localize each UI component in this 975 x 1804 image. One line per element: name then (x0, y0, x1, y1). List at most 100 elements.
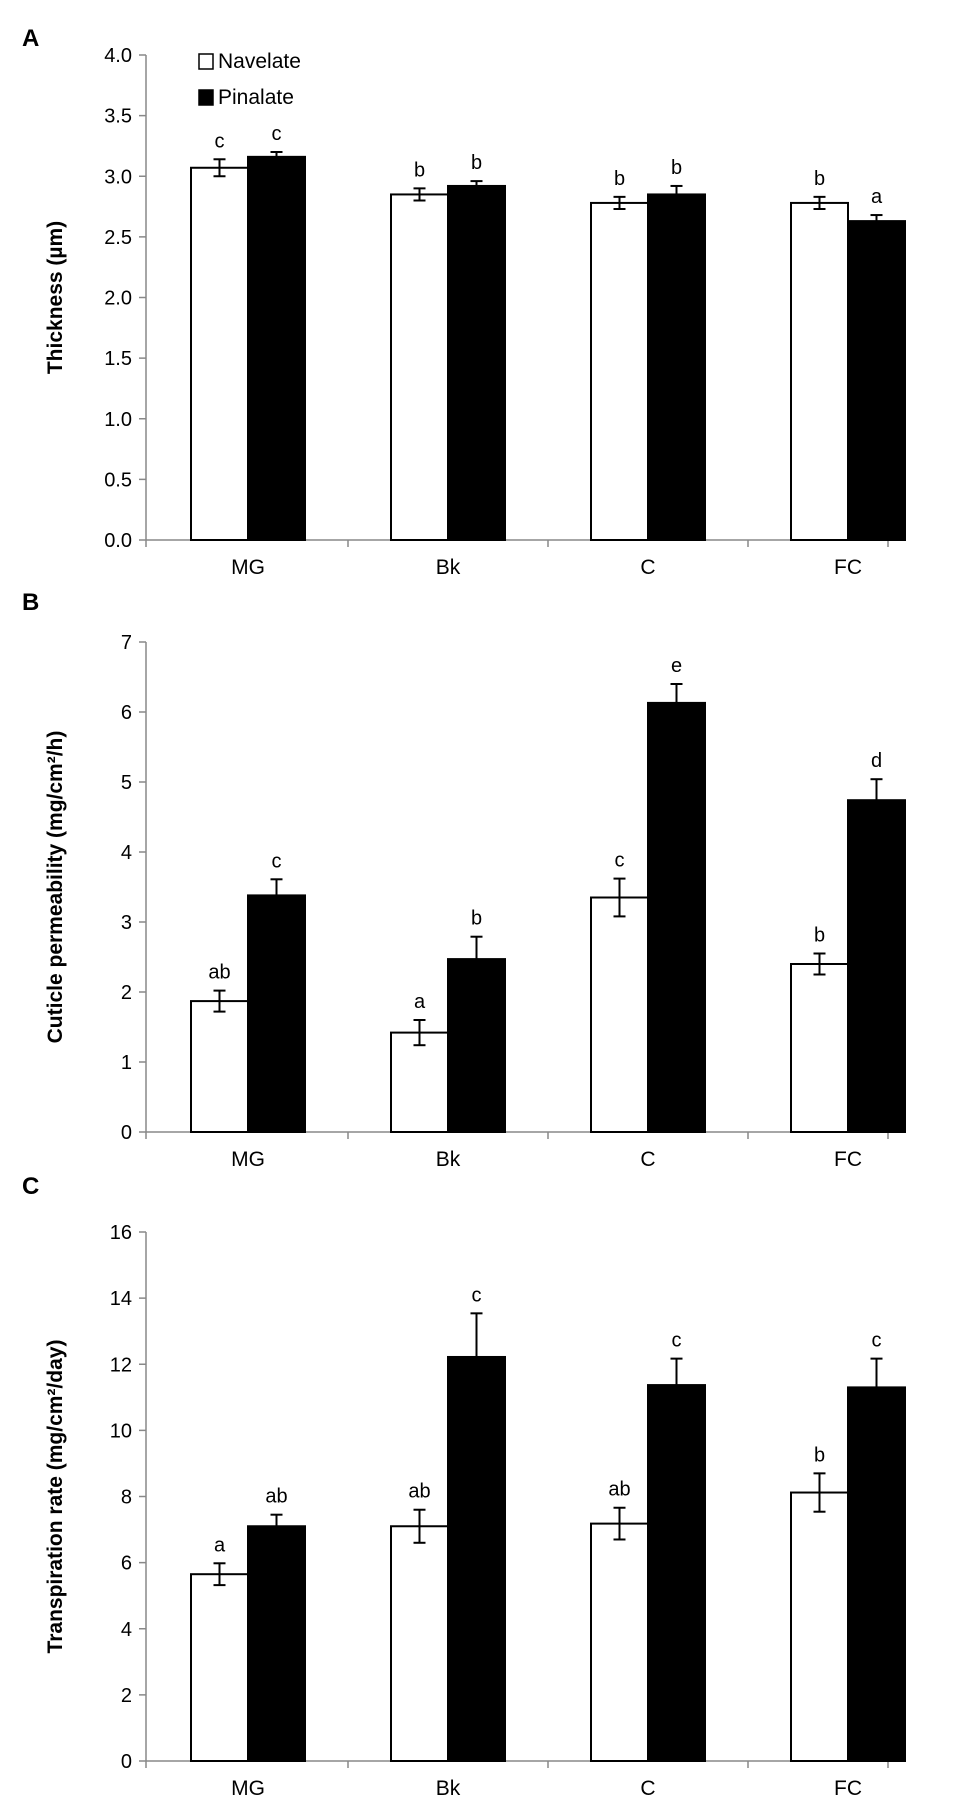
legend-label: Navelate (218, 50, 301, 73)
significance-letter: ab (408, 1481, 430, 1503)
significance-letter: c (672, 1330, 682, 1352)
significance-letter: c (215, 130, 225, 152)
panel-label: C (22, 1173, 39, 1200)
chart-panel-a: A 0.0 0.5 1.0 1.5 2.0 2.5 3.0 3.5 4.0 MG Bk C FC Thick… (22, 25, 906, 579)
legend-swatch-pinalate (198, 89, 214, 106)
y-tick-label: 0.5 (104, 469, 132, 491)
panel-label: A (22, 25, 39, 52)
significance-letter: ab (265, 1486, 287, 1508)
significance-letter: b (614, 168, 625, 190)
significance-letter: c (872, 1330, 882, 1352)
panel-label: B (22, 589, 39, 616)
y-tick-label: 1.5 (104, 348, 132, 370)
significance-letter: b (471, 908, 482, 930)
x-tick-label: C (640, 1148, 655, 1171)
bar-navelate-fc (790, 1491, 849, 1762)
bar-navelate-bk (390, 193, 449, 541)
y-tick-label: 2 (121, 1685, 132, 1707)
y-tick-label: 2.5 (104, 227, 132, 249)
y-tick-label: 2 (121, 982, 132, 1004)
significance-letter: ab (608, 1479, 630, 1501)
significance-letter: d (871, 750, 882, 772)
x-tick-label: C (640, 556, 655, 579)
bar-navelate-bk (390, 1525, 449, 1762)
significance-letter: c (472, 1284, 482, 1306)
y-tick-label: 14 (110, 1288, 132, 1310)
significance-letter: a (214, 1534, 226, 1556)
significance-letter: b (814, 925, 825, 947)
y-tick-label: 1 (121, 1052, 132, 1074)
y-tick-label: 3.0 (104, 166, 132, 188)
x-tick-label: Bk (436, 1148, 461, 1171)
x-tick-label: Bk (436, 1777, 461, 1800)
legend-swatch-navelate (198, 53, 214, 70)
y-tick-label: 4 (121, 842, 132, 864)
chart-panel-b: B 0 1 2 3 4 5 6 7 MG Bk C FC Cuticle permeability (mg… (22, 589, 906, 1171)
bar-navelate-c (590, 201, 649, 542)
bar-navelate-c (590, 896, 649, 1133)
y-tick-label: 0 (121, 1751, 132, 1773)
significance-letter: ab (208, 962, 230, 984)
bar-pinalate-fc (847, 799, 906, 1133)
chart-panel-c: C 0 2 4 6 8 10 12 14 16 MG Bk C FC Transpiration rate … (22, 1173, 906, 1800)
significance-letter: c (615, 850, 625, 872)
bar-pinalate-bk (447, 184, 506, 541)
significance-letter: b (414, 159, 425, 181)
bar-pinalate-c (647, 193, 706, 541)
bar-pinalate-c (647, 1384, 706, 1762)
bar-pinalate-bk (447, 1355, 506, 1762)
x-tick-label: FC (834, 1777, 862, 1800)
bar-navelate-mg (190, 1000, 249, 1133)
bar-navelate-fc (790, 963, 849, 1133)
bar-pinalate-mg (247, 155, 306, 541)
y-tick-label: 5 (121, 772, 132, 794)
y-tick-label: 7 (121, 632, 132, 654)
y-tick-label: 6 (121, 1553, 132, 1575)
y-tick-label: 16 (110, 1222, 132, 1244)
y-tick-label: 1.0 (104, 409, 132, 431)
x-tick-label: MG (231, 1777, 265, 1800)
x-tick-label: MG (231, 556, 265, 579)
y-tick-label: 10 (110, 1420, 132, 1442)
bar-navelate-mg (190, 166, 249, 541)
significance-letter: a (414, 991, 426, 1013)
bar-navelate-fc (790, 201, 849, 542)
x-tick-label: FC (834, 1148, 862, 1171)
bar-pinalate-fc (847, 220, 906, 542)
bar-navelate-c (590, 1522, 649, 1762)
significance-letter: c (272, 850, 282, 872)
x-tick-label: FC (834, 556, 862, 579)
y-tick-label: 2.0 (104, 288, 132, 310)
y-tick-label: 0.0 (104, 530, 132, 552)
significance-letter: e (671, 655, 682, 677)
bar-navelate-bk (390, 1031, 449, 1133)
significance-letter: c (272, 123, 282, 145)
significance-letter: b (671, 157, 682, 179)
y-axis-label: Cuticle permeability (mg/cm²/h) (44, 731, 67, 1044)
x-tick-label: Bk (436, 556, 461, 579)
y-tick-label: 8 (121, 1487, 132, 1509)
y-tick-label: 0 (121, 1122, 132, 1144)
y-tick-label: 4 (121, 1619, 132, 1641)
bar-pinalate-bk (447, 958, 506, 1133)
legend-label: Pinalate (218, 86, 294, 109)
y-tick-label: 3.5 (104, 106, 132, 128)
x-tick-label: C (640, 1777, 655, 1800)
y-axis-label: Transpiration rate (mg/cm²/day) (44, 1340, 67, 1654)
y-tick-label: 3 (121, 912, 132, 934)
significance-letter: b (471, 152, 482, 174)
y-tick-label: 12 (110, 1354, 132, 1376)
significance-letter: b (814, 1444, 825, 1466)
x-tick-label: MG (231, 1148, 265, 1171)
significance-letter: b (814, 168, 825, 190)
legend: Navelate Pinalate (198, 50, 301, 109)
significance-letter: a (871, 186, 883, 208)
y-axis-label: Thickness (µm) (44, 221, 67, 374)
bar-pinalate-fc (847, 1386, 906, 1763)
y-tick-label: 4.0 (104, 45, 132, 67)
y-tick-label: 6 (121, 702, 132, 724)
bar-pinalate-mg (247, 894, 306, 1134)
bar-pinalate-c (647, 701, 706, 1134)
bar-pinalate-mg (247, 1525, 306, 1762)
bar-navelate-mg (190, 1573, 249, 1763)
